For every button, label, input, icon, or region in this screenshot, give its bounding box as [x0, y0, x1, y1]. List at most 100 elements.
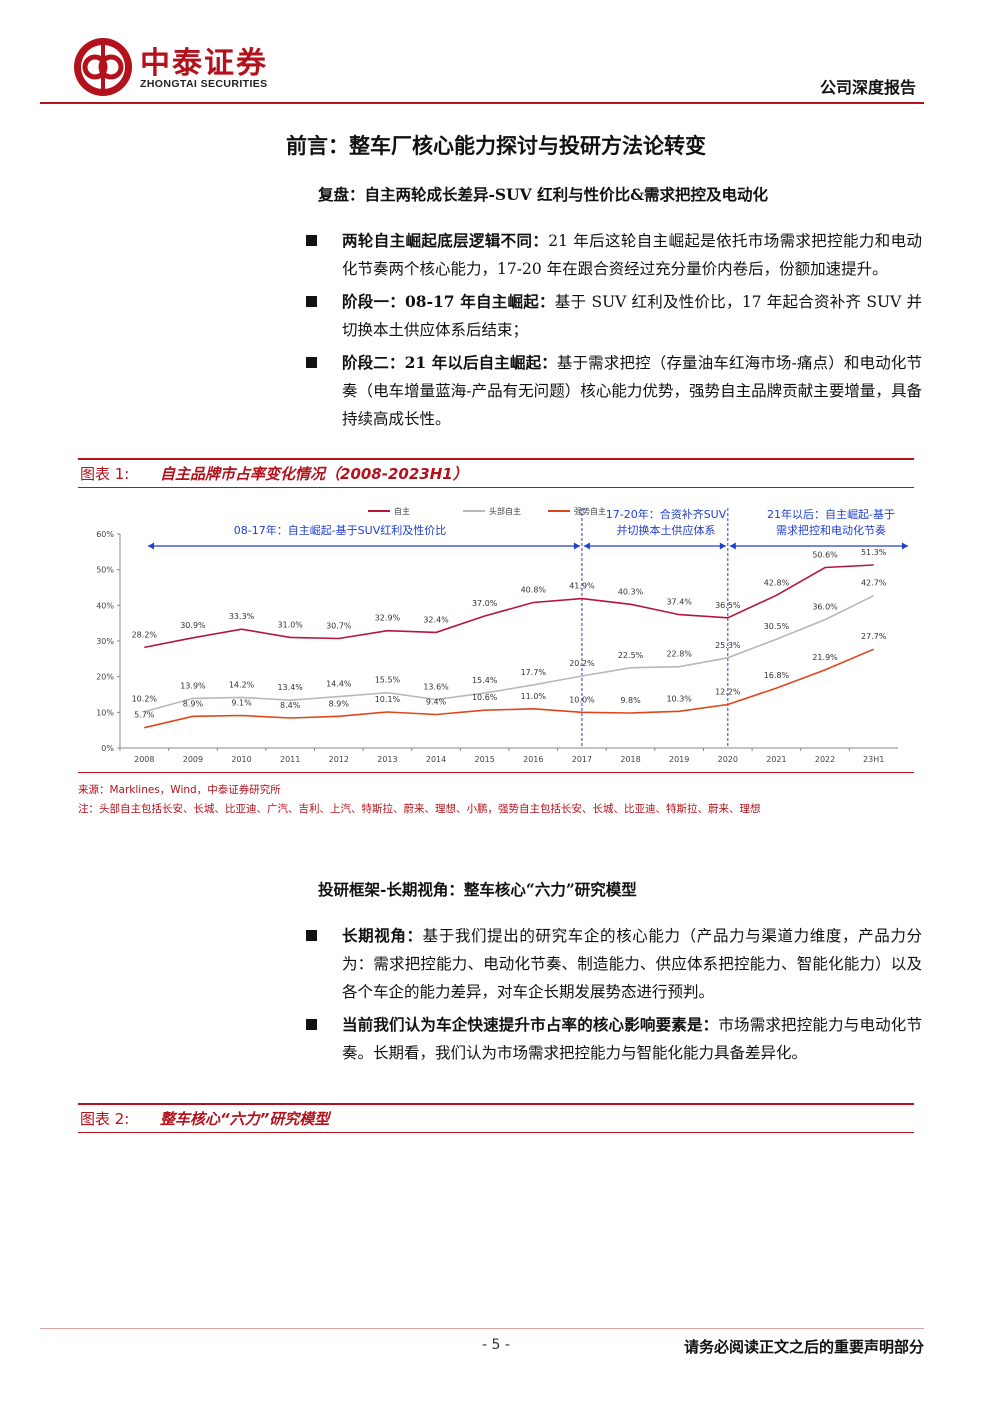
company-logo: 中泰证券 ZHONGTAI SECURITIES: [72, 36, 312, 100]
data-label: 9.1%: [231, 699, 252, 708]
caption-bottom-rule: [78, 487, 914, 488]
bullet-item: 长期视角：基于我们提出的研究车企的核心能力（产品力与渠道力维度，产品力分为：需求…: [306, 922, 922, 1006]
chart-series: 28.2% 30.9% 33.3% 31.0% 30.7% 32.9% 32.4% 37.0%…: [132, 548, 887, 729]
data-label: 12.2%: [715, 687, 741, 696]
data-label: 17.7%: [521, 668, 547, 677]
bullet-item: 当前我们认为车企快速提升市占率的核心影响要素是：市场需求把控能力与电动化节奏。长…: [306, 1011, 922, 1067]
figure2-label: 图表 2:: [80, 1110, 130, 1128]
data-label: 9.4%: [426, 697, 447, 706]
data-label: 30.7%: [326, 622, 352, 631]
phase3-annotation-line1: 21年以后：自主崛起-基于: [767, 507, 895, 521]
x-tick-label: 2013: [377, 755, 397, 764]
x-tick-label: 2017: [572, 755, 592, 764]
x-tick-label: 2009: [183, 755, 203, 764]
data-label: 8.9%: [183, 699, 204, 708]
bullet-list-framework: 长期视角：基于我们提出的研究车企的核心能力（产品力与渠道力维度，产品力分为：需求…: [306, 922, 922, 1072]
data-label: 13.9%: [180, 681, 206, 690]
data-label: 36.0%: [812, 603, 838, 612]
data-label: 51.3%: [861, 548, 887, 557]
x-tick-label: 2014: [426, 755, 446, 764]
data-label: 13.4%: [277, 683, 303, 692]
phase3-annotation-line2: 需求把控和电动化节奏: [776, 523, 886, 537]
bullet-text: 21 年后这轮自主崛起是依托市场需求把控能力和电动化节奏两个核心能力，17-20…: [342, 232, 922, 278]
data-label: 11.0%: [521, 692, 547, 701]
data-label: 10.6%: [472, 693, 498, 702]
bullet-text: 基于需求把控（存量油车红海市场-痛点）和电动化节奏（电车增量蓝海-产品有无问题）…: [342, 354, 922, 428]
data-label: 22.5%: [618, 651, 644, 660]
legend-label: 自主: [394, 506, 410, 516]
y-tick-label: 0%: [101, 744, 114, 753]
data-label: 21.9%: [812, 653, 838, 662]
section-title: 前言：整车厂核心能力探讨与投研方法论转变: [286, 133, 706, 158]
bullet-item: 阶段二：21 年以后自主崛起：基于需求把控（存量油车红海市场-痛点）和电动化节奏…: [306, 349, 922, 433]
bullet-lead: 当前我们认为车企快速提升市占率的核心影响要素是：: [342, 1015, 719, 1034]
figure1-note: 注：头部自主包括长安、长城、比亚迪、广汽、吉利、上汽、特斯拉、蔚来、理想、小鹏，…: [78, 803, 761, 815]
data-label: 8.4%: [280, 701, 301, 710]
y-tick-label: 40%: [96, 601, 114, 610]
data-label: 10.0%: [569, 695, 595, 704]
legend-label: 头部自主: [489, 506, 521, 516]
series-line-1: [144, 594, 875, 713]
figure2-caption: 图表 2: 整车核心“六力”研究模型: [78, 1103, 914, 1133]
market-share-line-chart: 0% 10% 20% 30% 40% 50% 60% 2008 2009 2010 2011 2012…: [96, 506, 908, 764]
bullet-square-icon: [306, 296, 317, 307]
x-tick-label: 2016: [523, 755, 543, 764]
x-tick-label: 2021: [766, 755, 786, 764]
data-label: 40.8%: [521, 585, 547, 594]
arrow-head-icon: [719, 542, 726, 550]
subsection-title-framework: 投研框架-长期视角：整车核心“六力”研究模型: [318, 880, 637, 899]
data-label: 5.7%: [134, 711, 155, 720]
x-tick-label: 23H1: [863, 755, 884, 764]
data-label: 32.9%: [375, 614, 401, 623]
arrow-head-icon: [729, 542, 736, 550]
data-label: 33.3%: [229, 612, 255, 621]
data-label: 36.5%: [715, 601, 741, 610]
series-line-2: [144, 648, 875, 729]
data-label: 9.8%: [620, 696, 641, 705]
x-tick-label: 2020: [718, 755, 738, 764]
y-tick-label: 10%: [96, 708, 114, 717]
logo-chinese-name: 中泰证券: [140, 46, 268, 81]
report-type: 公司深度报告: [819, 78, 916, 97]
figure1-title: 自主品牌市占率变化情况（2008-2023H1）: [160, 465, 468, 483]
arrow-head-icon: [148, 542, 154, 550]
figure1-label: 图表 1:: [80, 465, 130, 483]
data-label: 10.2%: [132, 695, 158, 704]
data-label: 42.8%: [764, 578, 790, 587]
data-label: 30.5%: [764, 622, 790, 631]
series-line-0: [144, 564, 874, 649]
caption-top-rule: [78, 458, 914, 460]
x-tick-label: 2011: [280, 755, 300, 764]
bullet-square-icon: [306, 235, 317, 246]
bullet-lead: 长期视角：: [342, 926, 423, 945]
bullet-text: 基于 SUV 红利及性价比，17 年起合资补齐 SUV 并切换本土供应体系后结束…: [342, 293, 922, 339]
bullet-square-icon: [306, 357, 317, 368]
bullet-item: 两轮自主崛起底层逻辑不同：21 年后这轮自主崛起是依托市场需求把控能力和电动化节…: [306, 227, 922, 283]
data-label: 41.9%: [569, 582, 595, 591]
data-label: 15.4%: [472, 676, 498, 685]
data-label: 25.3%: [715, 641, 741, 650]
y-tick-label: 50%: [96, 566, 114, 575]
header-divider: [40, 102, 924, 104]
y-tick-label: 20%: [96, 673, 114, 682]
data-label: 50.6%: [812, 551, 838, 560]
zhongtai-logo-icon: [74, 38, 132, 96]
data-label: 42.7%: [861, 579, 887, 588]
data-label: 10.3%: [666, 694, 692, 703]
page-number: - 5 -: [482, 1337, 510, 1353]
bullet-text: 基于我们提出的研究车企的核心能力（产品力与渠道力维度，产品力分为：需求把控能力、…: [342, 927, 922, 1001]
phase2-annotation-line2: 并切换本土供应体系: [617, 523, 716, 537]
data-label: 16.8%: [764, 671, 790, 680]
data-label: 37.4%: [666, 598, 692, 607]
data-label: 22.8%: [666, 650, 692, 659]
data-label: 32.4%: [423, 615, 449, 624]
x-tick-label: 2008: [134, 755, 154, 764]
figure1-source: 来源：Marklines，Wind，中泰证券研究所: [78, 784, 281, 796]
phase2-annotation-line1: 17-20年：合资补齐SUV: [606, 507, 727, 521]
bullet-lead: 阶段二：21 年以后自主崛起：: [342, 353, 557, 372]
data-label: 28.2%: [132, 630, 158, 639]
data-label: 20.2%: [569, 659, 595, 668]
legend-label: 强势自主: [574, 506, 606, 516]
phase1-annotation: 08-17年：自主崛起-基于SUV红利及性价比: [234, 523, 447, 537]
data-label: 14.2%: [229, 680, 255, 689]
